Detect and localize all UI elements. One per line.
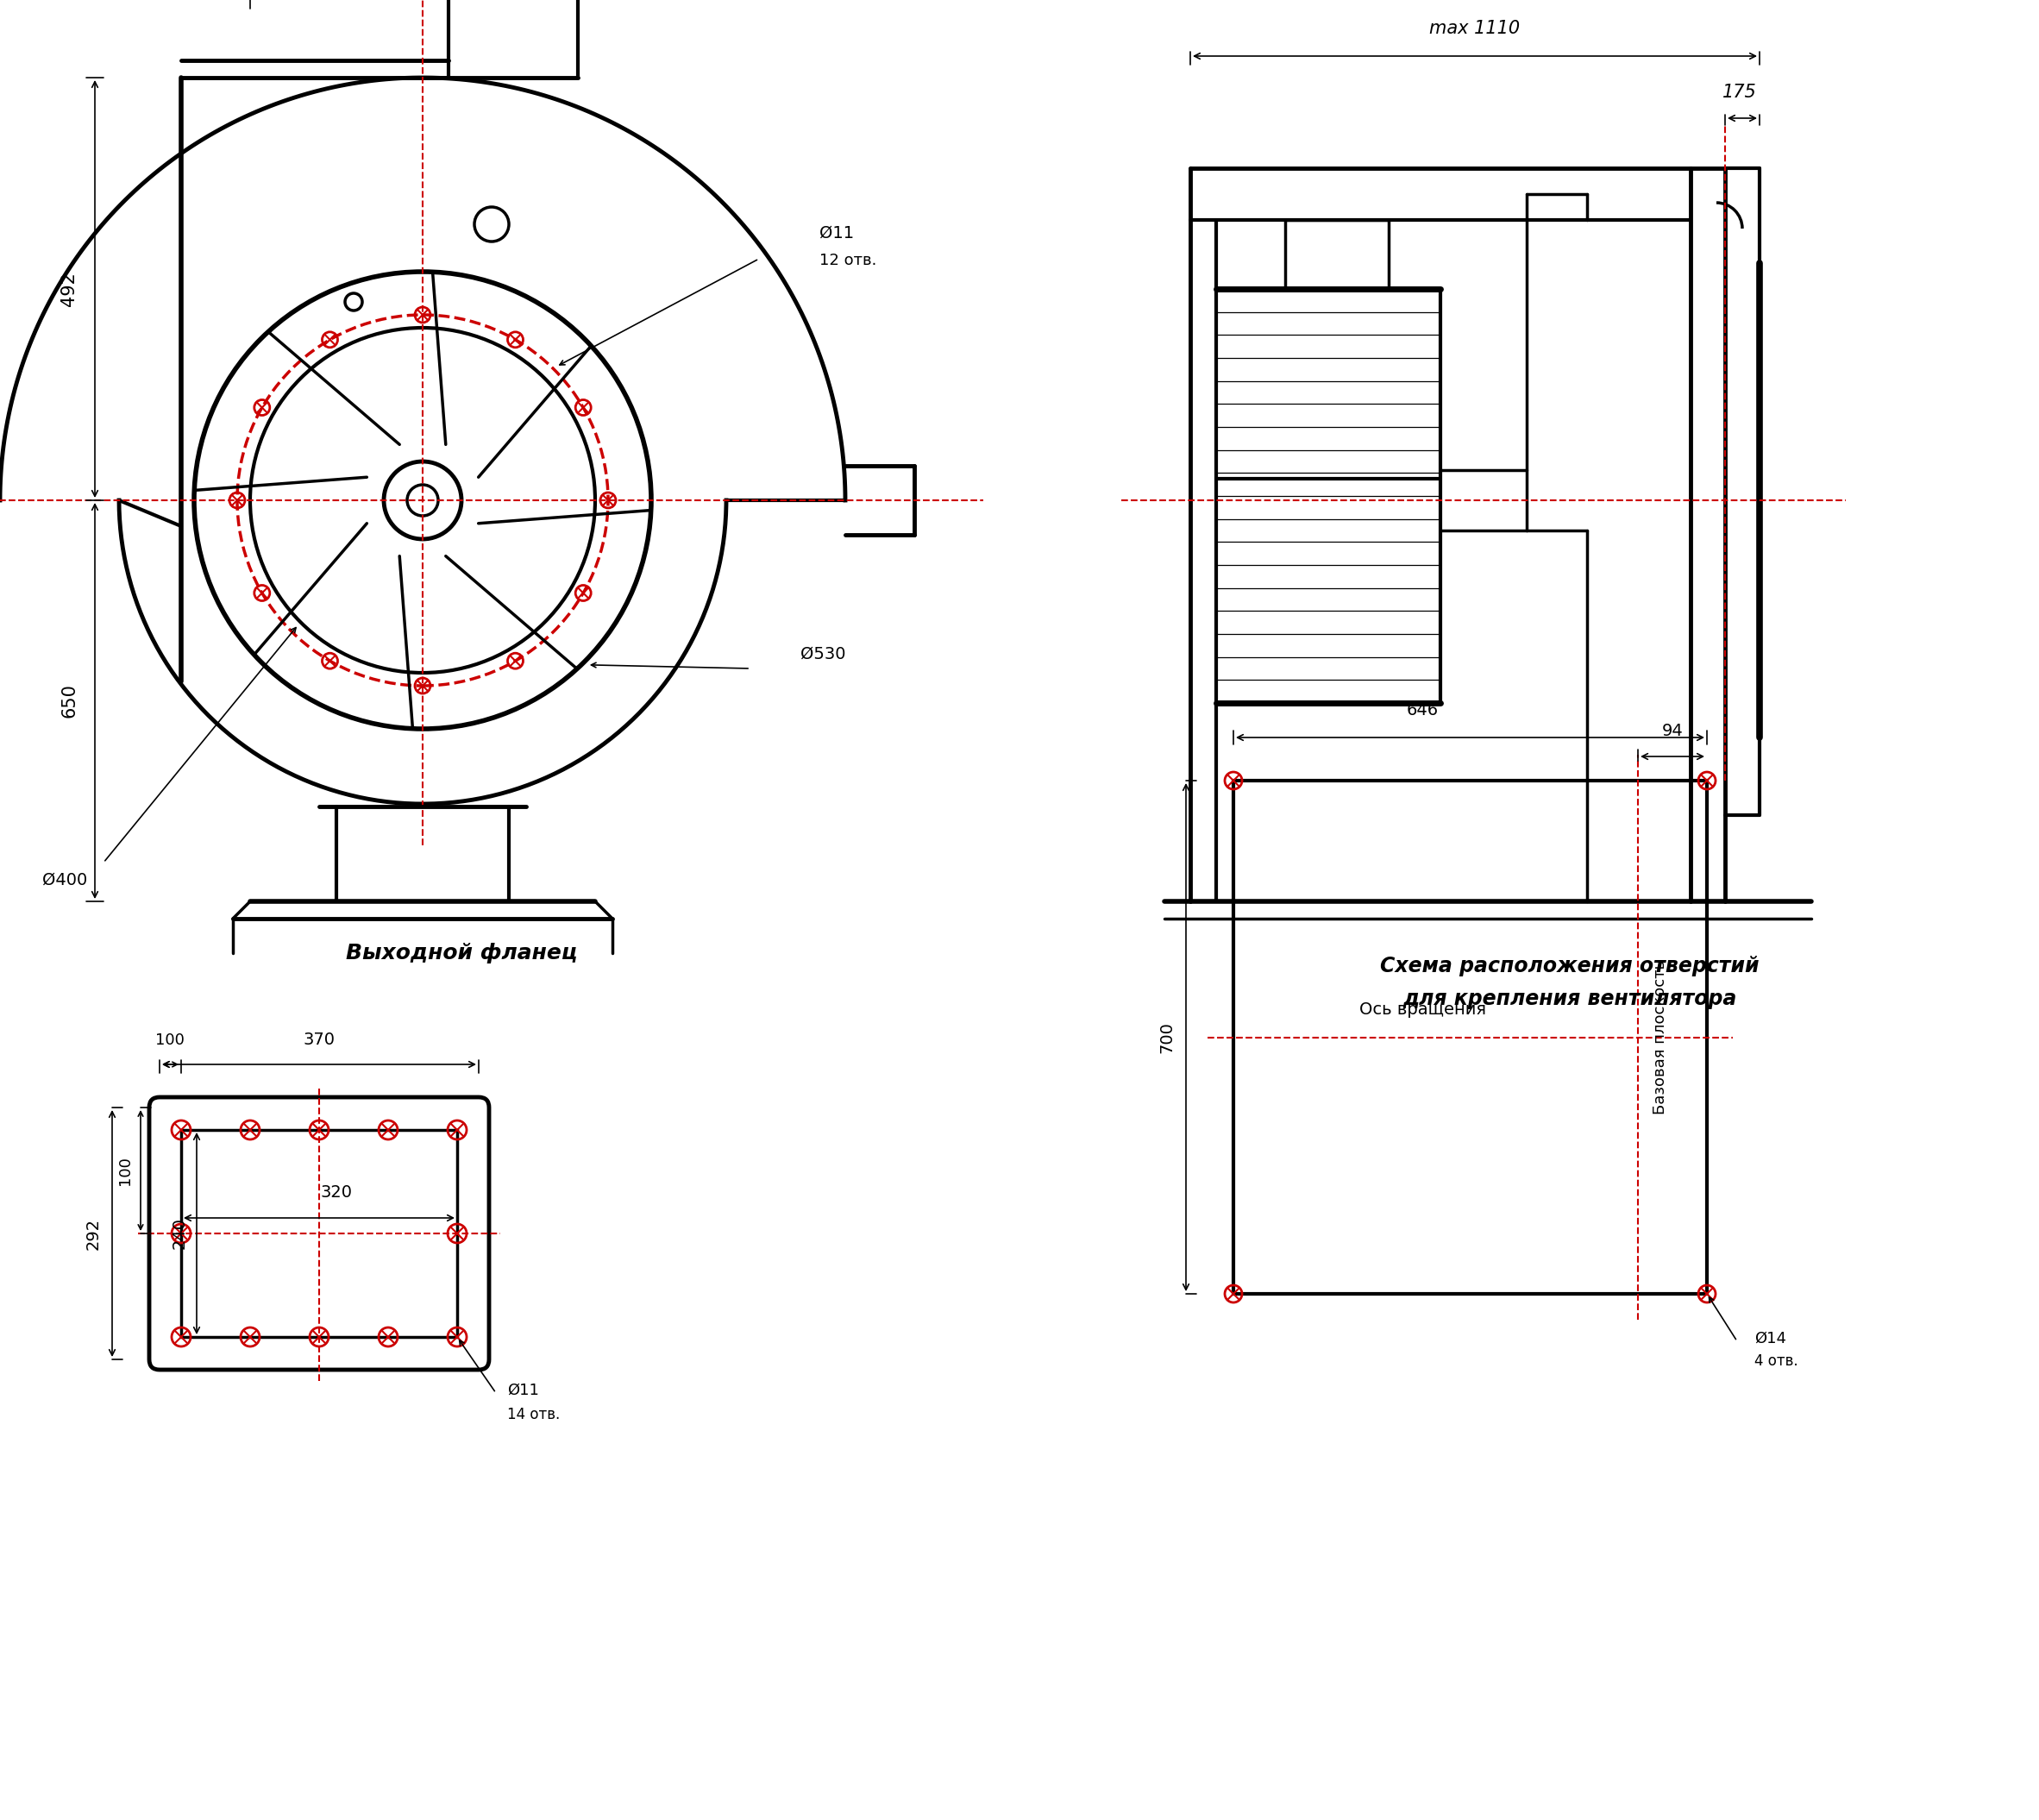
Text: 292: 292: [86, 1218, 102, 1250]
Text: 700: 700: [1158, 1021, 1174, 1054]
Text: Выходной фланец: Выходной фланец: [347, 943, 577, 963]
Text: max 1110: max 1110: [1429, 20, 1521, 36]
Text: Ø14: Ø14: [1754, 1330, 1786, 1347]
Bar: [1234, 781, 1707, 1294]
Text: Ø11: Ø11: [508, 1383, 538, 1398]
Text: Ось вращения: Ось вращения: [1360, 1001, 1486, 1017]
Text: 100: 100: [118, 1156, 133, 1185]
Text: Ø400: Ø400: [43, 872, 88, 888]
Text: Ø530: Ø530: [801, 646, 846, 662]
Text: Схема расположения отверстий: Схема расположения отверстий: [1380, 956, 1760, 976]
Text: 646: 646: [1407, 703, 1440, 719]
Text: 240: 240: [171, 1218, 188, 1249]
Bar: [181, 1130, 457, 1338]
Text: для крепления вентилятора: для крепления вентилятора: [1403, 988, 1737, 1010]
Text: 320: 320: [320, 1185, 353, 1201]
Text: 492: 492: [61, 271, 77, 306]
Text: 100: 100: [155, 1032, 184, 1048]
Text: Ø11: Ø11: [820, 224, 854, 240]
Text: 370: 370: [304, 1032, 334, 1048]
Text: 12 отв.: 12 отв.: [820, 253, 877, 268]
Text: 650: 650: [61, 682, 77, 717]
Text: 4 отв.: 4 отв.: [1754, 1354, 1798, 1369]
Text: 175: 175: [1723, 84, 1758, 100]
Text: 14 отв.: 14 отв.: [508, 1407, 561, 1423]
Text: Базовая плоскость: Базовая плоскость: [1654, 959, 1668, 1114]
Text: 94: 94: [1662, 723, 1682, 739]
